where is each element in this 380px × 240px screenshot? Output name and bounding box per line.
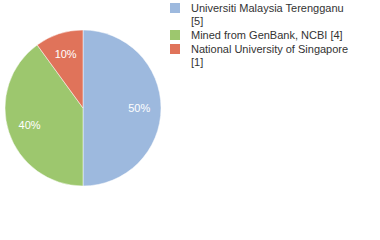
svg-text:40%: 40% xyxy=(19,119,41,131)
html-text:National University of Singapo: National University of Singapore [1] xyxy=(191,43,349,68)
svg-text:10%: 10% xyxy=(55,48,77,60)
svg-text:50%: 50% xyxy=(128,102,150,114)
html-text:Mined from GenBank, NCBI [4]: Mined from GenBank, NCBI [4] xyxy=(191,29,343,41)
html-text:Universiti Malaysia Terengganu: Universiti Malaysia Terengganu [5] xyxy=(191,2,344,27)
